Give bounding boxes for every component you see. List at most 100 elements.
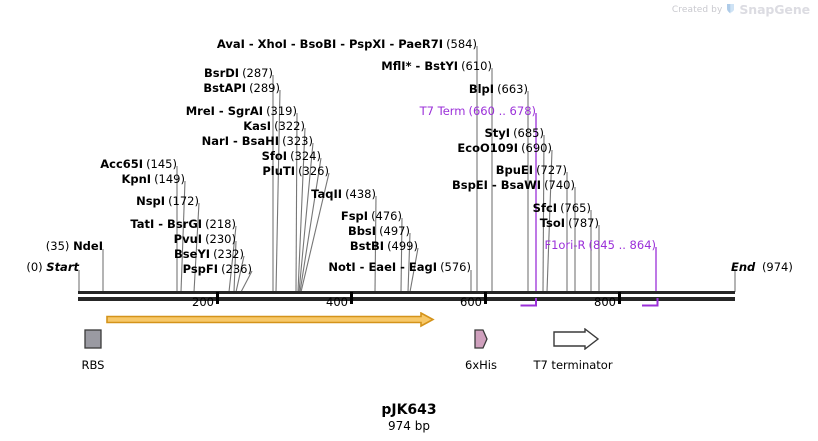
enzyme-name: EcoO109I [457, 141, 519, 155]
enzyme-name: SfoI [261, 149, 288, 163]
enzyme-label: BseYI (232) [0, 248, 244, 260]
enzyme-name: NspI [136, 194, 166, 208]
watermark-brand: SnapGene [739, 2, 810, 17]
enzyme-label: MreI - SgrAI (319) [0, 105, 297, 117]
enzyme-pos: (326) [298, 164, 329, 178]
enzyme-label: NarI - BsaHI (323) [0, 135, 313, 147]
ruler-tick-600 [484, 292, 487, 304]
plasmid-size: 974 bp [388, 419, 430, 433]
enzyme-name: TsoI [539, 216, 566, 230]
feature-name: F1ori-R [544, 238, 586, 252]
enzyme-name: BbsI [347, 224, 377, 238]
t7-terminator-arrow-icon [553, 327, 600, 351]
enzyme-pos: (218) [205, 217, 236, 231]
feature-label-f1ori-r: F1ori-R (845 .. 864) [0, 239, 656, 251]
enzyme-name: KasI [243, 119, 272, 133]
ruler-label-800: 800 [594, 295, 616, 309]
enzyme-pos: (232) [213, 247, 244, 261]
feature-pos: (660 .. 678) [468, 104, 537, 118]
ruler-tick-200 [216, 292, 219, 304]
enzyme-name: BspEI - BsaWI [451, 178, 542, 192]
enzyme-label: BspEI - BsaWI (740) [0, 179, 575, 191]
enzyme-pos: (690) [521, 141, 552, 155]
enzyme-pos: (685) [513, 126, 544, 140]
enzyme-pos: (289) [249, 81, 280, 95]
enzyme-pos: (476) [371, 209, 402, 223]
label-start-name: Start [46, 260, 79, 274]
enzyme-name: NarI - BsaHI [201, 134, 280, 148]
feature-pos: (845 .. 864) [588, 238, 657, 252]
enzyme-pos: (663) [497, 82, 528, 96]
snapgene-watermark: Created by SnapGene [672, 2, 810, 17]
plasmid-name: pJK643 [381, 402, 437, 418]
snapgene-logo-icon [727, 4, 735, 14]
enzyme-name: BsrDI [203, 66, 240, 80]
enzyme-name: NotI - EaeI - EagI [328, 260, 438, 274]
plasmid-backbone-line-bottom [78, 297, 735, 301]
enzyme-label: SfoI (324) [0, 150, 321, 162]
enzyme-label: KpnI (149) [0, 173, 185, 185]
enzyme-pos: (438) [345, 187, 376, 201]
enzyme-label: SfcI (765) [0, 202, 591, 214]
enzyme-name: TaqII [311, 187, 343, 201]
enzyme-label: EcoO109I (690) [0, 142, 552, 154]
label-start: (0) Start [0, 261, 79, 273]
enzyme-label: PvuI (230) [0, 233, 236, 245]
enzyme-pos: (727) [536, 163, 567, 177]
enzyme-name: BstBI [349, 239, 385, 253]
enzyme-label: PluTI (326) [0, 165, 329, 177]
6xhis-arrow-icon [474, 329, 488, 349]
enzyme-label: Acc65I (145) [0, 158, 177, 170]
ruler-label-600: 600 [460, 295, 482, 309]
enzyme-pos: (497) [379, 224, 410, 238]
plasmid-backbone-line-top [78, 291, 735, 294]
feature-name: T7 Term [419, 104, 466, 118]
enzyme-pos: (319) [266, 104, 297, 118]
enzyme-name: PvuI [173, 232, 203, 246]
enzyme-pos: (324) [290, 149, 321, 163]
enzyme-name: Acc65I [100, 157, 144, 171]
enzyme-pos: (230) [205, 232, 236, 246]
label-ndei: (35) NdeI [0, 240, 103, 252]
enzyme-name: BseYI [174, 247, 211, 261]
enzyme-pos: (145) [146, 157, 177, 171]
enzyme-pos: (499) [387, 239, 418, 253]
enzyme-label: BlpI (663) [0, 83, 528, 95]
ruler-label-400: 400 [326, 295, 348, 309]
enzyme-label: MflI* - BstYI (610) [0, 60, 492, 72]
watermark-prefix: Created by [671, 4, 723, 15]
enzyme-label: BpuEI (727) [0, 164, 567, 176]
enzyme-pos: (740) [544, 178, 575, 192]
ruler-label-200: 200 [192, 295, 214, 309]
enzyme-pos: (323) [282, 134, 313, 148]
legend-item-t7-terminator: T7 terminator [513, 327, 633, 372]
enzyme-name: KpnI [121, 172, 152, 186]
enzyme-label: TaqII (438) [0, 188, 376, 200]
rbs-box-icon [84, 329, 102, 349]
axis-feature-t7-term [520, 298, 537, 307]
label-start-pos: (0) [26, 260, 43, 274]
enzyme-name: MreI - SgrAI [185, 104, 264, 118]
enzyme-name: FspI [340, 209, 369, 223]
enzyme-name: MflI* - BstYI [381, 59, 459, 73]
label-ndei-pos: (35) [45, 239, 70, 253]
label-end-name: End [731, 260, 756, 274]
enzyme-pos: (787) [568, 216, 599, 230]
enzyme-pos: (610) [461, 59, 492, 73]
legend-item-6xhis: 6xHis [451, 328, 511, 372]
enzyme-pos: (287) [242, 66, 273, 80]
enzyme-name: PluTI [262, 164, 296, 178]
enzyme-name: BstAPI [203, 81, 247, 95]
feature-label-t7-term: T7 Term (660 .. 678) [0, 105, 536, 117]
legend-label-t7-terminator: T7 terminator [533, 358, 613, 372]
enzyme-name: StyI [484, 126, 511, 140]
enzyme-label: BstBI (499) [0, 240, 418, 252]
enzyme-name: BpuEI [495, 163, 534, 177]
enzyme-pos: (584) [446, 37, 477, 51]
enzyme-pos: (236) [221, 262, 252, 276]
enzyme-name: SfcI [532, 201, 558, 215]
ruler-tick-400 [350, 292, 353, 304]
enzyme-label: TatI - BsrGI (218) [0, 218, 236, 230]
label-end: End (974) [731, 261, 793, 273]
